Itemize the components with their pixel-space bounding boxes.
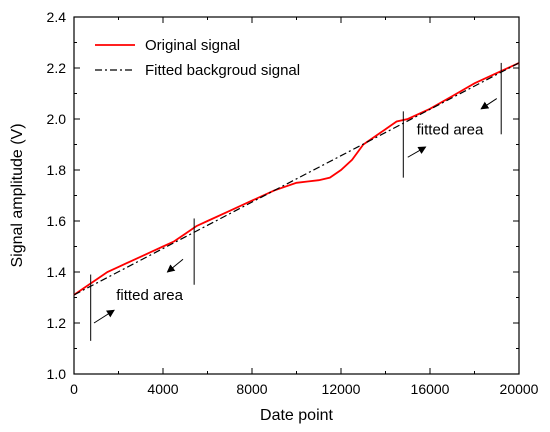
y-tick-label: 1.0 — [47, 366, 67, 382]
y-tick-label: 2.2 — [47, 60, 67, 76]
y-tick-label: 2.4 — [47, 9, 67, 25]
series-layer — [73, 62, 520, 296]
legend-label-original-signal: Original signal — [145, 37, 240, 54]
arrow-right — [93, 309, 115, 324]
y-tick-label: 1.4 — [47, 264, 67, 280]
x-tick-label: 20000 — [500, 381, 539, 397]
annotation-layer: fitted area fitted area — [90, 62, 502, 341]
arrow-right — [407, 146, 427, 158]
ticks-layer: 0 4000 8000 12000 16000 20000 1.0 1.2 1.4 1.6 1.8 2… — [47, 9, 539, 397]
x-tick-label: 0 — [70, 381, 78, 397]
arrow-left — [166, 258, 184, 273]
fitted-area-label: fitted area — [116, 287, 183, 304]
y-tick-label: 1.8 — [47, 162, 67, 178]
x-tick-label: 12000 — [322, 381, 361, 397]
y-tick-label: 1.6 — [47, 213, 67, 229]
fitted-area-label: fitted area — [417, 121, 484, 138]
x-tick-label: 4000 — [147, 381, 178, 397]
x-tick-label: 8000 — [236, 381, 267, 397]
y-tick-label: 2.0 — [47, 111, 67, 127]
x-axis-title: Date point — [260, 407, 333, 424]
legend-label-fitted-background-signal: Fitted backgroud signal — [145, 62, 300, 79]
arrow-left — [480, 98, 498, 110]
legend: Original signal Fitted backgroud signal — [95, 37, 300, 79]
y-axis-title: Signal amplitude (V) — [9, 123, 26, 267]
y-tick-label: 1.2 — [47, 315, 67, 331]
series-line-original-signal — [73, 62, 520, 296]
x-tick-label: 16000 — [411, 381, 450, 397]
series-line-fitted-background-signal — [73, 62, 520, 296]
